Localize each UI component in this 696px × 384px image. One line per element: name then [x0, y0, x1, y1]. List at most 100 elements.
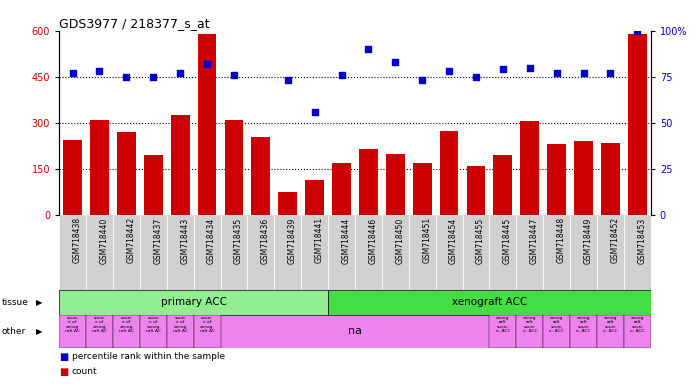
Text: sourc
e of
xenog
raft AC: sourc e of xenog raft AC [200, 316, 214, 333]
Text: xenog
raft
sourc
e: ACC: xenog raft sourc e: ACC [630, 316, 644, 333]
Bar [301, 215, 328, 290]
Bar [601, 143, 620, 215]
Bar [409, 215, 436, 290]
Bar [466, 166, 485, 215]
Text: GSM718434: GSM718434 [207, 217, 216, 263]
Bar [140, 215, 167, 290]
Text: GSM718435: GSM718435 [234, 217, 243, 263]
Text: ■: ■ [59, 367, 68, 377]
Text: sourc
e of
xenog
raft AC: sourc e of xenog raft AC [173, 316, 188, 333]
Text: GSM718440: GSM718440 [100, 217, 109, 263]
Bar [382, 215, 409, 290]
Text: other: other [1, 327, 26, 336]
Bar [355, 215, 382, 290]
Bar [86, 215, 113, 290]
Text: GSM718436: GSM718436 [261, 217, 270, 263]
Bar [140, 315, 167, 348]
Bar [59, 290, 328, 315]
Point [417, 78, 428, 84]
Bar [117, 132, 136, 215]
Bar [493, 155, 512, 215]
Bar [167, 315, 193, 348]
Bar [193, 215, 221, 290]
Point [363, 46, 374, 52]
Bar [86, 315, 113, 348]
Bar [413, 163, 432, 215]
Text: GSM718439: GSM718439 [287, 217, 296, 263]
Text: GSM718452: GSM718452 [610, 217, 619, 263]
Bar [171, 115, 189, 215]
Bar [247, 215, 274, 290]
Text: GSM718444: GSM718444 [342, 217, 351, 263]
Point [309, 109, 320, 115]
Point [94, 68, 105, 74]
Text: sourc
e of
xenog
raft AC: sourc e of xenog raft AC [65, 316, 80, 333]
Bar [359, 149, 378, 215]
Point [551, 70, 562, 76]
Text: xenog
raft
sourc
e: ACC: xenog raft sourc e: ACC [523, 316, 537, 333]
Bar [274, 215, 301, 290]
Point [524, 65, 535, 71]
Text: count: count [72, 367, 97, 376]
Bar [90, 120, 109, 215]
Point [605, 70, 616, 76]
Bar [221, 215, 247, 290]
Point [202, 61, 213, 67]
Text: ▶: ▶ [36, 327, 42, 336]
Bar [463, 215, 489, 290]
Bar [570, 215, 597, 290]
Bar [278, 192, 297, 215]
Text: sourc
e of
xenog
raft AC: sourc e of xenog raft AC [92, 316, 107, 333]
Text: GSM718445: GSM718445 [503, 217, 512, 263]
Text: xenograft ACC: xenograft ACC [452, 297, 527, 308]
Bar [59, 215, 86, 290]
Text: na: na [348, 326, 362, 336]
Bar [547, 144, 566, 215]
Text: GSM718448: GSM718448 [557, 217, 566, 263]
Bar [624, 215, 651, 290]
Text: GSM718450: GSM718450 [395, 217, 404, 263]
Text: ▶: ▶ [36, 298, 42, 307]
Point [67, 70, 78, 76]
Text: GSM718446: GSM718446 [368, 217, 377, 263]
Text: GSM718437: GSM718437 [153, 217, 162, 263]
Text: sourc
e of
xenog
raft AC: sourc e of xenog raft AC [119, 316, 134, 333]
Text: GSM718451: GSM718451 [422, 217, 432, 263]
Bar [328, 215, 355, 290]
Text: tissue: tissue [1, 298, 29, 307]
Point [390, 59, 401, 65]
Point [228, 72, 239, 78]
Bar [328, 290, 651, 315]
Point [498, 66, 509, 73]
Bar [489, 215, 516, 290]
Text: GSM718443: GSM718443 [180, 217, 189, 263]
Text: percentile rank within the sample: percentile rank within the sample [72, 352, 225, 361]
Point [470, 74, 482, 80]
Bar [570, 315, 597, 348]
Text: GSM718447: GSM718447 [530, 217, 539, 263]
Point [175, 70, 186, 76]
Bar [521, 121, 539, 215]
Text: GSM718449: GSM718449 [583, 217, 592, 263]
Point [121, 74, 132, 80]
Bar [516, 215, 543, 290]
Point [443, 68, 454, 74]
Point [148, 74, 159, 80]
Bar [225, 120, 244, 215]
Bar [167, 215, 193, 290]
Point [282, 78, 293, 84]
Text: GDS3977 / 218377_s_at: GDS3977 / 218377_s_at [59, 17, 209, 30]
Text: xenog
raft
sourc
e: ACC: xenog raft sourc e: ACC [603, 316, 617, 333]
Bar [624, 315, 651, 348]
Text: GSM718453: GSM718453 [638, 217, 647, 263]
Bar [574, 141, 593, 215]
Text: ■: ■ [59, 352, 68, 362]
Bar [436, 215, 463, 290]
Bar [489, 315, 516, 348]
Point [632, 28, 643, 34]
Bar [628, 34, 647, 215]
Text: xenog
raft
sourc
e: ACC: xenog raft sourc e: ACC [496, 316, 510, 333]
Text: primary ACC: primary ACC [161, 297, 227, 308]
Point [336, 72, 347, 78]
Bar [516, 315, 543, 348]
